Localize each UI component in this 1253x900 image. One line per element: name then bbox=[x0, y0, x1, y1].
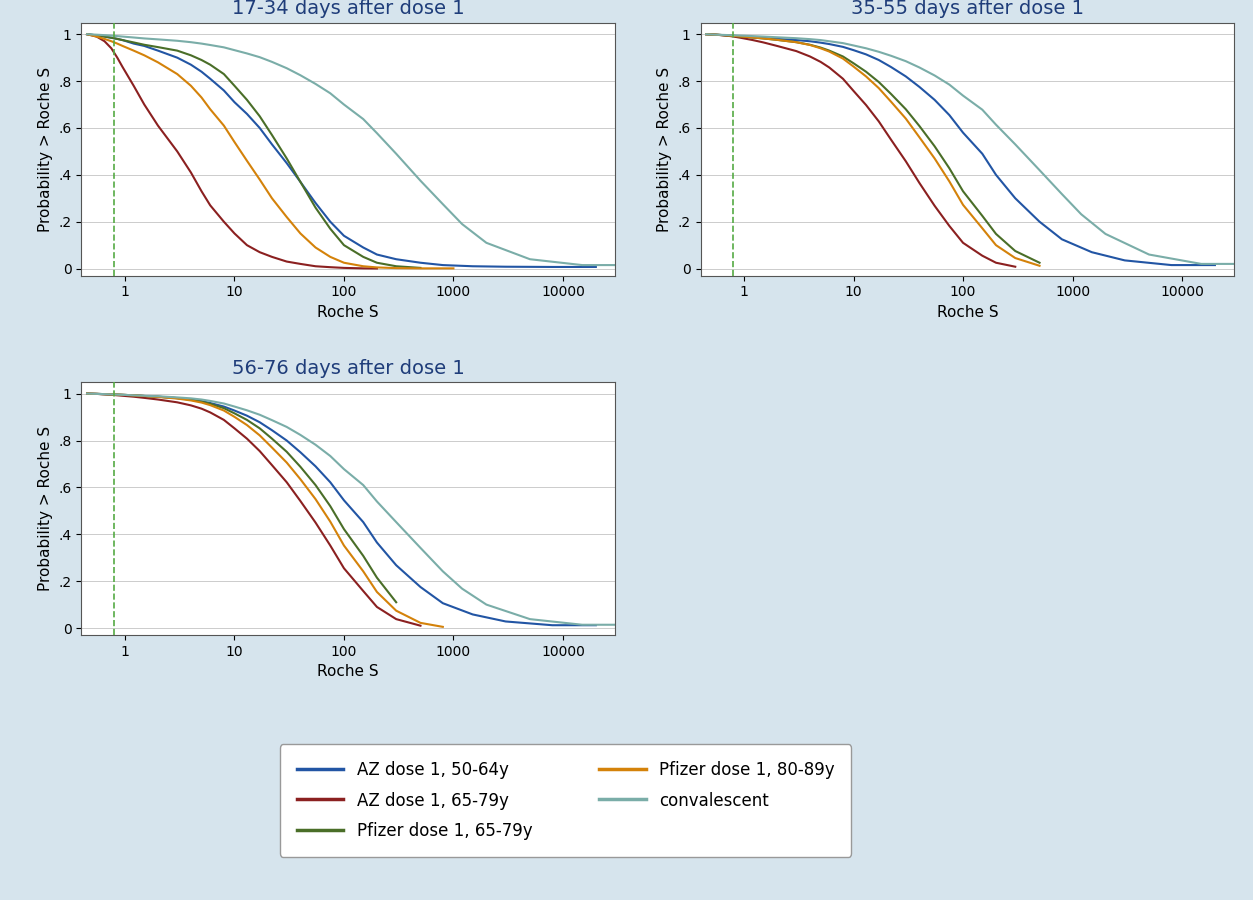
Title: 56-76 days after dose 1: 56-76 days after dose 1 bbox=[232, 358, 465, 378]
X-axis label: Roche S: Roche S bbox=[317, 305, 380, 320]
Y-axis label: Probability > Roche S: Probability > Roche S bbox=[657, 67, 672, 231]
Title: 17-34 days after dose 1: 17-34 days after dose 1 bbox=[232, 0, 465, 18]
X-axis label: Roche S: Roche S bbox=[936, 305, 999, 320]
X-axis label: Roche S: Roche S bbox=[317, 664, 380, 680]
Y-axis label: Probability > Roche S: Probability > Roche S bbox=[38, 426, 53, 591]
Legend: AZ dose 1, 50-64y, AZ dose 1, 65-79y, Pfizer dose 1, 65-79y, Pfizer dose 1, 80-8: AZ dose 1, 50-64y, AZ dose 1, 65-79y, Pf… bbox=[279, 744, 851, 857]
Title: 35-55 days after dose 1: 35-55 days after dose 1 bbox=[851, 0, 1084, 18]
Y-axis label: Probability > Roche S: Probability > Roche S bbox=[38, 67, 53, 231]
